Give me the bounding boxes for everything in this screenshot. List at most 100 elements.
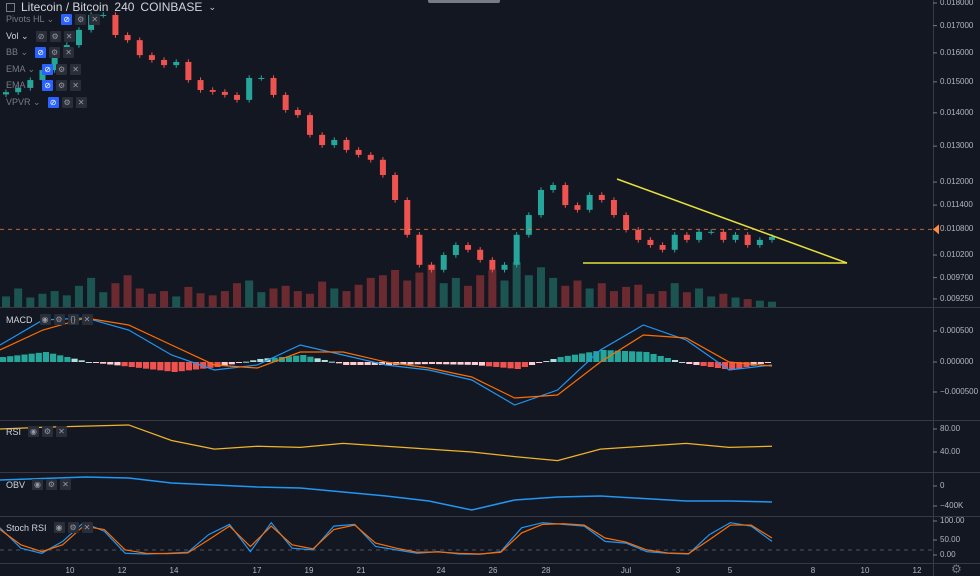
macd-histogram-bar	[671, 359, 679, 362]
indicator-name[interactable]: EMA ⌄	[6, 80, 36, 90]
gear-icon[interactable]: ⚙	[67, 522, 79, 533]
visibility-icon[interactable]: ⊘	[47, 96, 59, 108]
macd-histogram-bar	[178, 362, 185, 372]
macd-histogram-bar	[228, 362, 235, 365]
candle-body	[404, 199, 411, 235]
price-axis-label: 0.018000	[940, 0, 974, 7]
volume-bar	[415, 272, 424, 307]
gear-icon[interactable]: ⚙	[75, 14, 87, 25]
volume-bar	[512, 262, 521, 307]
macd-histogram-bar	[686, 362, 693, 364]
chevron-down-icon[interactable]: ⌄	[208, 1, 216, 12]
price-axis-label: 0.009700	[940, 272, 974, 282]
time-axis-label: 28	[541, 566, 551, 575]
macd-histogram-bar	[679, 361, 686, 363]
macd-histogram-bar	[164, 362, 171, 372]
gear-icon[interactable]: ⚙	[53, 314, 65, 325]
candle-body	[586, 194, 593, 210]
indicator-name[interactable]: Vol ⌄	[6, 30, 29, 41]
close-icon[interactable]: ✕	[70, 63, 82, 75]
candle-body	[732, 234, 739, 240]
volume-bar	[354, 284, 363, 307]
close-icon[interactable]: ✕	[60, 479, 72, 490]
gear-icon[interactable]: ⚙	[56, 63, 68, 75]
visibility-icon[interactable]: ⊘	[42, 80, 54, 91]
macd-histogram-bar	[528, 362, 536, 366]
indicator-name[interactable]: VPVR ⌄	[6, 96, 41, 107]
close-icon[interactable]: ✕	[63, 47, 75, 58]
price-axis-label: 0.015000	[940, 76, 974, 86]
pane-title-macd[interactable]: MACD	[6, 314, 33, 325]
gear-icon[interactable]: ⚙	[42, 426, 54, 437]
pane-title-rsi[interactable]: RSI	[6, 426, 22, 437]
pane-title-stoch-rsi[interactable]: Stoch RSI	[6, 522, 47, 533]
time-axis-label: 10	[860, 566, 870, 575]
indicator-name[interactable]: Pivots HL ⌄	[6, 14, 55, 24]
close-icon[interactable]: ✕	[56, 426, 68, 437]
visibility-icon[interactable]: ⊘	[35, 47, 47, 58]
close-icon[interactable]: ✕	[81, 314, 93, 325]
candle-body	[635, 229, 642, 240]
eye-icon[interactable]: ◉	[53, 522, 65, 533]
interval[interactable]: 240	[114, 0, 135, 14]
macd-histogram-bar	[300, 354, 307, 362]
time-axis-label: 21	[356, 566, 366, 575]
eye-icon[interactable]: ◉	[28, 426, 40, 437]
gear-icon[interactable]: ⚙	[49, 47, 61, 58]
volume-bar	[500, 280, 509, 307]
macd-histogram-bar	[593, 351, 600, 362]
eye-icon[interactable]: ◉	[39, 314, 51, 325]
source-icon[interactable]: {}	[67, 314, 79, 325]
volume-bar	[111, 283, 120, 307]
exchange[interactable]: COINBASE	[140, 0, 203, 14]
gear-icon[interactable]: ⚙	[46, 479, 58, 490]
price-axis-label: 0.011400	[940, 200, 973, 210]
candle-body	[452, 245, 459, 256]
gear-icon[interactable]: ⚙	[56, 80, 68, 91]
close-icon[interactable]: ✕	[81, 522, 93, 533]
pane-title-obv[interactable]: OBV	[6, 479, 26, 490]
collapse-icon[interactable]	[6, 2, 15, 12]
volume-bar	[707, 296, 716, 307]
symbol-name[interactable]: Litecoin / Bitcoin	[21, 0, 109, 14]
macd-histogram-bar	[729, 362, 736, 370]
eye-icon[interactable]: ◉	[32, 479, 44, 490]
volume-bar	[573, 280, 582, 307]
close-icon[interactable]: ✕	[63, 30, 75, 42]
macd-histogram-bar	[7, 356, 14, 362]
macd-histogram-bar	[486, 362, 493, 367]
visibility-icon[interactable]: ⊘	[42, 63, 54, 75]
macd-histogram-bar	[235, 362, 243, 363]
indicator-name[interactable]: EMA ⌄	[6, 63, 36, 74]
chart-settings-gear-icon[interactable]: ⚙	[951, 562, 962, 576]
time-axis-label: 26	[488, 566, 498, 575]
candle-body	[477, 249, 484, 260]
macd-histogram-bar	[764, 362, 771, 363]
volume-bar	[755, 300, 764, 307]
gear-icon[interactable]: ⚙	[61, 96, 73, 108]
close-icon[interactable]: ✕	[75, 96, 87, 108]
visibility-icon[interactable]: ⊘	[35, 30, 47, 42]
top-toolbar-handle[interactable]	[428, 0, 500, 3]
macd-histogram-bar	[343, 362, 350, 365]
macd-histogram-bar	[586, 352, 593, 362]
macd-histogram-bar	[114, 362, 121, 366]
close-icon[interactable]: ✕	[89, 14, 101, 25]
close-icon[interactable]: ✕	[70, 80, 82, 91]
visibility-icon[interactable]: ⊘	[61, 14, 73, 25]
indicator-name[interactable]: BB ⌄	[6, 47, 29, 57]
obv-axis-label: −400K	[940, 501, 964, 510]
candle-body	[756, 239, 763, 246]
macd-histogram-bar	[664, 357, 671, 362]
volume-bar	[670, 283, 679, 307]
last-price-marker	[933, 224, 939, 235]
volume-bar	[342, 291, 351, 307]
legend-indicator: EMA ⌄ ⊘ ⚙ ✕	[6, 63, 82, 75]
volume-bar	[14, 288, 23, 307]
macd-histogram-bar	[414, 362, 421, 365]
macd-histogram-bar	[564, 355, 571, 362]
gear-icon[interactable]: ⚙	[49, 30, 61, 42]
volume-bar	[330, 288, 339, 307]
candle-body	[15, 87, 22, 93]
